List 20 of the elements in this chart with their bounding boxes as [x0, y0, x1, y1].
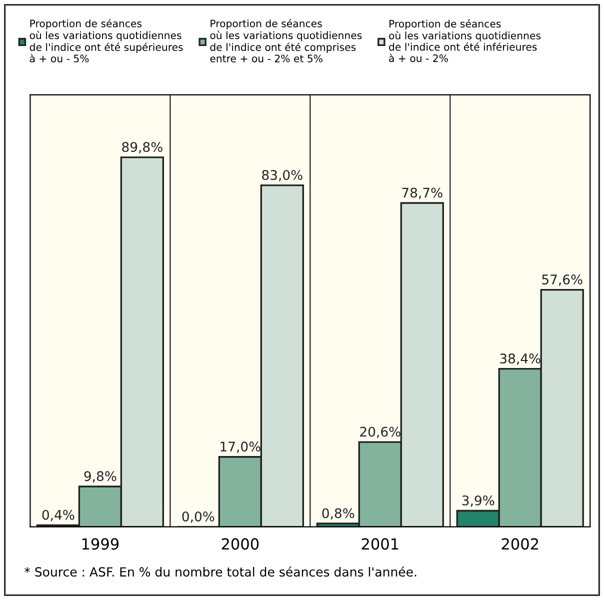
legend-label: Proportion de séances où les variations quotidiennes de l'indice ont été inférieures à + ou - 2% [389, 19, 540, 62]
data-label: 57,6% [542, 274, 582, 286]
data-label: 3,9% [462, 495, 494, 507]
x-tick-label: 2000 [222, 538, 259, 550]
legend-label: Proportion de séances où les variations quotidiennes de l'indice ont été comprises entre + ou - 2% et 5% [210, 19, 362, 62]
data-label: 0,8% [322, 508, 354, 520]
data-label: 38,4% [500, 353, 540, 365]
data-label: 17,0% [220, 442, 260, 453]
data-label: 83,0% [262, 170, 302, 182]
x-tick-label: 2001 [362, 538, 398, 550]
data-label: 20,6% [360, 426, 400, 438]
x-tick-label: 1999 [82, 538, 119, 550]
text: * Source : ASF. En % du nombre total de séances dans l'année. [24, 566, 416, 577]
legend-label: Proportion de séances où les variations quotidiennes de l'indice ont été supérieures à + ou - 5% [30, 19, 183, 62]
data-label: 78,7% [402, 188, 442, 200]
data-label: 0,0% [182, 511, 214, 523]
data-label: 9,8% [84, 471, 116, 482]
x-tick-label: 2002 [502, 538, 538, 550]
data-label: 89,8% [122, 142, 162, 154]
data-label: 0,4% [42, 510, 74, 522]
